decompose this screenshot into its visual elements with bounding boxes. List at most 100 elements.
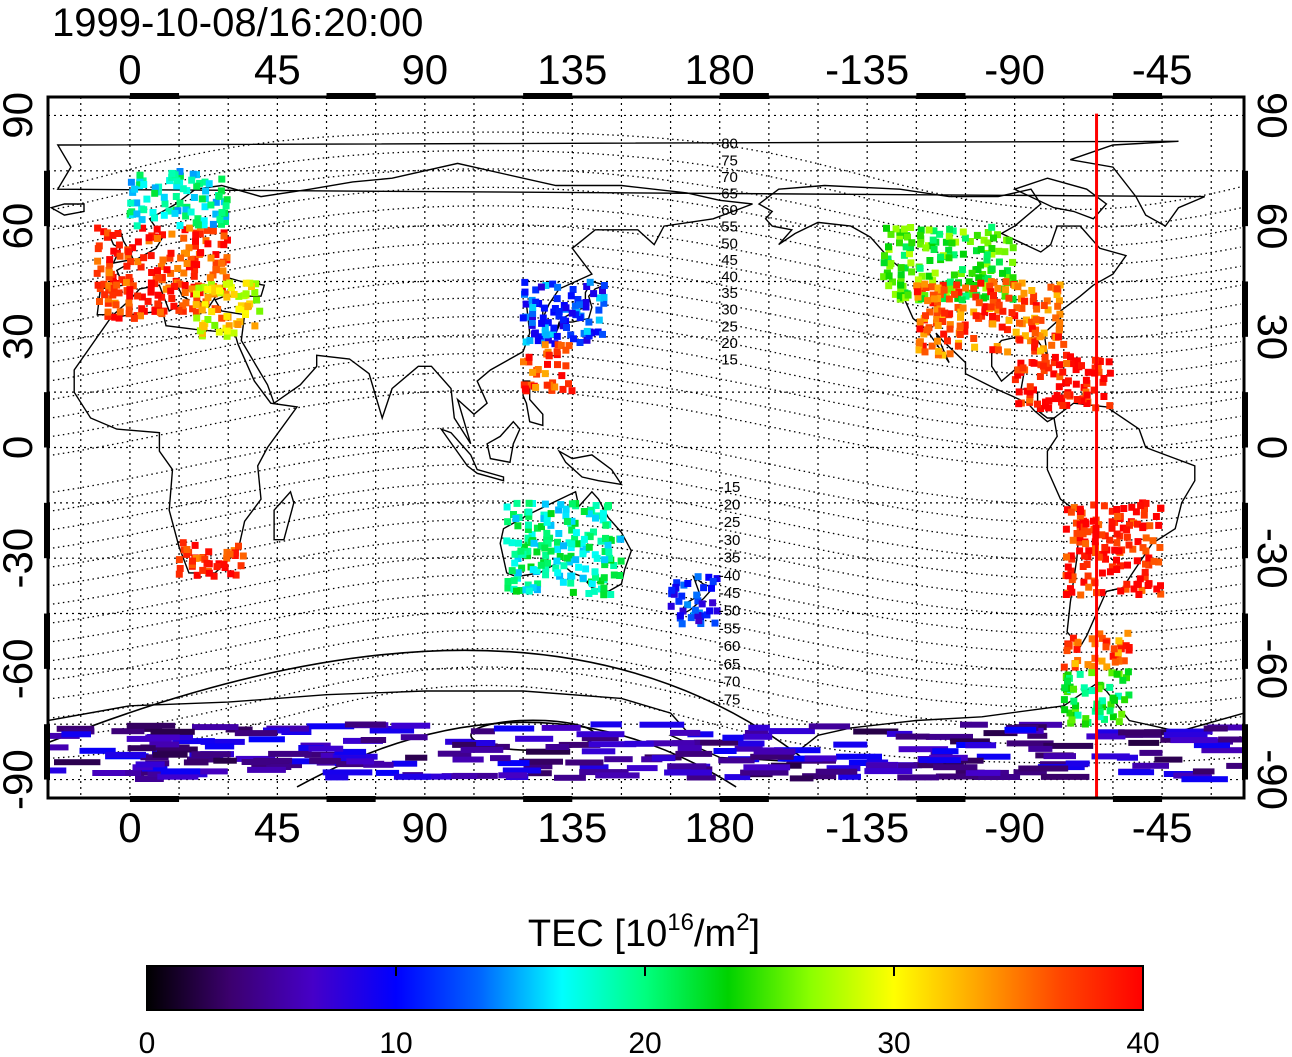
tec-cell xyxy=(1152,513,1160,520)
tec-cell xyxy=(939,295,947,303)
tec-cell xyxy=(95,242,103,250)
tec-cell xyxy=(181,289,189,296)
tec-cell xyxy=(1068,588,1076,596)
tec-cell xyxy=(127,199,135,207)
tec-cell xyxy=(532,383,540,391)
tec-cell xyxy=(497,760,530,767)
tec-cell xyxy=(205,548,213,556)
tec-cell xyxy=(1004,326,1011,334)
tec-cell xyxy=(1109,652,1117,660)
tec-cell xyxy=(559,578,567,586)
tec-cell xyxy=(680,581,688,589)
tec-cell xyxy=(1079,530,1087,538)
tec-cell xyxy=(576,314,584,322)
tec-cell xyxy=(1154,756,1183,763)
tec-cell xyxy=(94,224,102,232)
tec-cell xyxy=(675,597,683,605)
frame-bar-bottom xyxy=(916,796,966,802)
tec-cell xyxy=(528,531,536,539)
frame-bar-bottom xyxy=(1112,796,1163,802)
tec-cell xyxy=(1068,716,1076,724)
contour-label: 20 xyxy=(721,335,738,352)
mlat-contour xyxy=(48,149,1241,229)
mlat-contour xyxy=(48,518,1241,598)
tec-cell xyxy=(125,274,133,281)
tec-cell xyxy=(513,499,521,507)
tec-cell xyxy=(531,330,538,338)
tec-cell xyxy=(532,298,540,306)
tec-cell xyxy=(975,274,983,282)
tec-cell xyxy=(549,330,557,338)
tec-cell xyxy=(815,768,858,775)
bottom-lon-label: 45 xyxy=(254,804,301,851)
tec-cell xyxy=(200,217,208,225)
tec-cell xyxy=(703,611,711,619)
tec-cell xyxy=(1069,573,1077,581)
tec-cell xyxy=(694,573,702,581)
tec-cell xyxy=(1218,736,1244,743)
tec-cell xyxy=(940,286,948,294)
tec-cell xyxy=(988,245,996,252)
tec-cell xyxy=(1106,707,1114,715)
tec-cell xyxy=(960,721,988,728)
tec-cell xyxy=(1083,400,1091,407)
tec-cell xyxy=(524,526,532,533)
tec-cell xyxy=(213,757,237,764)
tec-cell xyxy=(1059,368,1067,376)
tec-cell xyxy=(1150,557,1158,565)
tec-cell xyxy=(617,535,625,543)
tec-cell xyxy=(175,306,183,314)
tec-cell xyxy=(222,218,229,225)
tec-cell xyxy=(1072,380,1080,388)
tec-cell xyxy=(159,256,167,264)
tec-cell xyxy=(675,750,713,757)
tec-cell xyxy=(525,499,533,507)
tec-cell xyxy=(192,308,200,316)
tec-cell xyxy=(309,757,341,764)
tec-cell xyxy=(212,259,220,267)
tec-cell xyxy=(1054,302,1062,310)
tec-cell xyxy=(226,279,234,287)
tec-cell xyxy=(1124,629,1132,637)
tec-cell xyxy=(1090,501,1098,509)
tec-cell xyxy=(514,522,522,530)
tec-cell xyxy=(281,729,312,735)
tec-cell xyxy=(553,348,561,356)
tec-cell xyxy=(160,307,168,315)
tec-cell xyxy=(192,242,199,250)
left-lat-label: 30 xyxy=(0,313,41,360)
right-lat-label: -90 xyxy=(1249,749,1292,810)
tec-cell xyxy=(109,231,117,239)
tec-cell xyxy=(1108,563,1116,571)
tec-cell xyxy=(171,283,178,290)
tec-cell xyxy=(709,599,717,607)
tec-cell xyxy=(984,239,992,247)
tec-cell xyxy=(586,278,594,286)
tec-cell xyxy=(560,562,568,570)
tec-cell xyxy=(921,280,929,288)
tec-cell xyxy=(967,290,975,298)
tec-cell xyxy=(512,515,520,522)
tec-cell xyxy=(1065,641,1073,649)
tec-cell xyxy=(848,760,882,766)
tec-cell xyxy=(989,313,996,320)
tec-cell xyxy=(199,566,207,574)
tec-cell xyxy=(508,539,516,547)
tec-cell xyxy=(1139,524,1147,532)
tec-cell xyxy=(175,570,183,578)
tec-cell xyxy=(1078,397,1086,405)
tec-cell xyxy=(592,573,599,581)
tec-cell xyxy=(897,271,905,279)
tec-cell xyxy=(580,508,588,515)
tec-cell xyxy=(547,521,555,529)
tec-cell xyxy=(105,273,113,281)
tec-cell xyxy=(1098,569,1106,577)
tec-cell xyxy=(1095,521,1103,529)
tec-cell xyxy=(583,283,591,290)
tec-cell xyxy=(186,224,194,232)
tec-cell xyxy=(574,296,582,303)
tec-cell xyxy=(1081,689,1089,697)
tec-cell xyxy=(1134,520,1141,528)
tec-cell xyxy=(533,548,541,556)
tec-cell xyxy=(552,564,560,572)
